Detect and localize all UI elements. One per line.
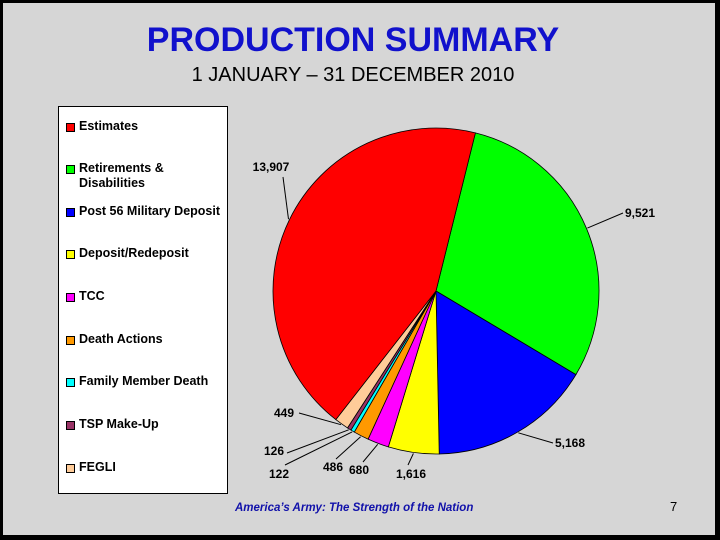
legend-item: Death Actions [66, 332, 163, 347]
legend-swatch [66, 336, 75, 345]
pie-slice [435, 132, 600, 376]
leader-line [335, 436, 361, 460]
legend-label: Estimates [79, 119, 139, 133]
data-label: 486 [323, 460, 343, 474]
leader-line [407, 453, 414, 466]
legend-item: Retirements & Disabilities [66, 161, 186, 191]
data-label: 5,168 [555, 436, 585, 450]
legend-swatch [66, 123, 75, 132]
leader-line [518, 432, 554, 444]
legend-item: Post 56 Military Deposit [66, 204, 220, 219]
data-label: 9,521 [625, 206, 655, 220]
legend-label: FEGLI [79, 460, 116, 474]
data-label: 449 [274, 406, 294, 420]
leader-line [587, 212, 624, 229]
data-label: 13,907 [253, 160, 290, 174]
legend-item: TSP Make-Up [66, 417, 159, 432]
legend-swatch [66, 165, 75, 174]
legend-item: Estimates [66, 119, 138, 134]
leader-line [286, 429, 349, 454]
pie-slice [272, 127, 476, 421]
page-number: 7 [670, 499, 678, 514]
footer-tagline: America’s Army: The Strength of the Nati… [235, 502, 474, 514]
leader-line [298, 412, 342, 426]
leader-line [284, 431, 353, 466]
legend-label: Family Member Death [79, 374, 209, 388]
legend-item: TCC [66, 289, 105, 304]
legend-item: Family Member Death [66, 374, 208, 389]
data-label: 122 [269, 467, 289, 481]
legend-swatch [66, 464, 75, 473]
legend-swatch [66, 421, 75, 430]
legend-label: TCC [79, 289, 105, 303]
legend-label: Deposit/Redeposit [79, 246, 189, 260]
legend-label: Post 56 Military Deposit [79, 204, 221, 218]
legend-item: FEGLI [66, 460, 116, 475]
chart-legend: Estimates Retirements & Disabilities Pos… [58, 106, 228, 494]
legend-item: Deposit/Redeposit [66, 246, 189, 261]
legend-swatch [66, 208, 75, 217]
slide-subtitle: 1 JANUARY – 31 DECEMBER 2010 [191, 64, 515, 86]
legend-swatch [66, 378, 75, 387]
pie-slice [435, 290, 577, 455]
data-label: 126 [264, 444, 284, 458]
legend-swatch [66, 293, 75, 302]
slide-title: PRODUCTION SUMMARY [146, 21, 560, 59]
pie-chart: 9,521 5,168 1,616 680 486 122 126 449 13,907 [253, 127, 655, 481]
legend-label: Death Actions [79, 332, 163, 346]
legend-label: Retirements & Disabilities [79, 161, 164, 190]
legend-swatch [66, 250, 75, 259]
data-label: 680 [349, 463, 369, 477]
leader-line [282, 176, 289, 220]
slide: PRODUCTION SUMMARY 1 JANUARY – 31 DECEMB… [3, 3, 715, 535]
leader-line [362, 443, 379, 463]
legend-label: TSP Make-Up [79, 417, 159, 431]
data-label: 1,616 [396, 467, 426, 481]
